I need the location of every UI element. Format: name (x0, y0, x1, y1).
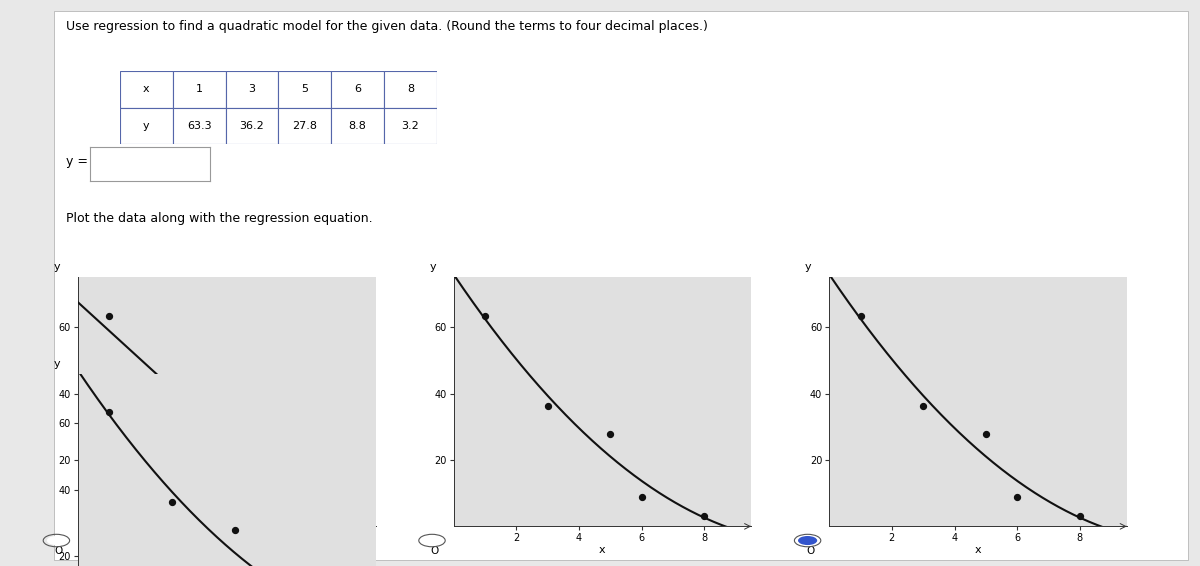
Text: O: O (806, 546, 815, 556)
Text: 8.8: 8.8 (349, 121, 366, 131)
Point (475, 312, 494, 321)
Text: 27.8: 27.8 (293, 121, 317, 131)
Bar (278, 108, 331, 144)
Point (632, 492, 652, 501)
Point (977, 430, 996, 439)
Text: y =: y = (66, 155, 88, 168)
Bar (278, 71, 331, 108)
Y-axis label: y: y (805, 263, 811, 272)
Point (1070, 511, 1090, 520)
Text: O: O (431, 546, 439, 556)
Text: x: x (143, 84, 150, 94)
Text: Use regression to find a quadratic model for the given data. (Round the terms to: Use regression to find a quadratic model… (66, 20, 708, 33)
Text: 3.2: 3.2 (402, 121, 419, 131)
Point (851, 312, 870, 321)
Bar (331, 108, 384, 144)
Text: 36.2: 36.2 (240, 121, 264, 131)
Text: 1: 1 (196, 84, 203, 94)
Y-axis label: y: y (54, 359, 60, 368)
X-axis label: x: x (974, 544, 982, 555)
Point (601, 430, 620, 439)
Point (1008, 492, 1027, 501)
Text: 3: 3 (248, 84, 256, 94)
Text: O: O (55, 546, 64, 556)
Bar (173, 108, 226, 144)
Bar (120, 71, 173, 108)
Y-axis label: y: y (430, 263, 436, 272)
Text: 5: 5 (301, 84, 308, 94)
Bar (384, 108, 437, 144)
Bar (226, 108, 278, 144)
Point (913, 402, 932, 411)
X-axis label: x: x (599, 544, 606, 555)
Point (226, 430, 245, 439)
Text: y: y (143, 121, 150, 131)
Text: 8: 8 (407, 84, 414, 94)
Point (538, 402, 557, 411)
Point (100, 408, 119, 417)
Text: 63.3: 63.3 (187, 121, 211, 131)
Point (257, 492, 276, 501)
Bar (120, 108, 173, 144)
Point (162, 498, 181, 507)
Text: 6: 6 (354, 84, 361, 94)
Bar (173, 71, 226, 108)
Point (226, 526, 245, 535)
Y-axis label: y: y (54, 263, 60, 272)
Bar (226, 71, 278, 108)
Bar (331, 71, 384, 108)
Point (695, 511, 714, 520)
Point (100, 312, 119, 321)
X-axis label: x: x (223, 544, 230, 555)
Point (319, 511, 338, 520)
Point (162, 402, 181, 411)
Text: Plot the data along with the regression equation.: Plot the data along with the regression … (66, 212, 373, 225)
Bar (384, 71, 437, 108)
